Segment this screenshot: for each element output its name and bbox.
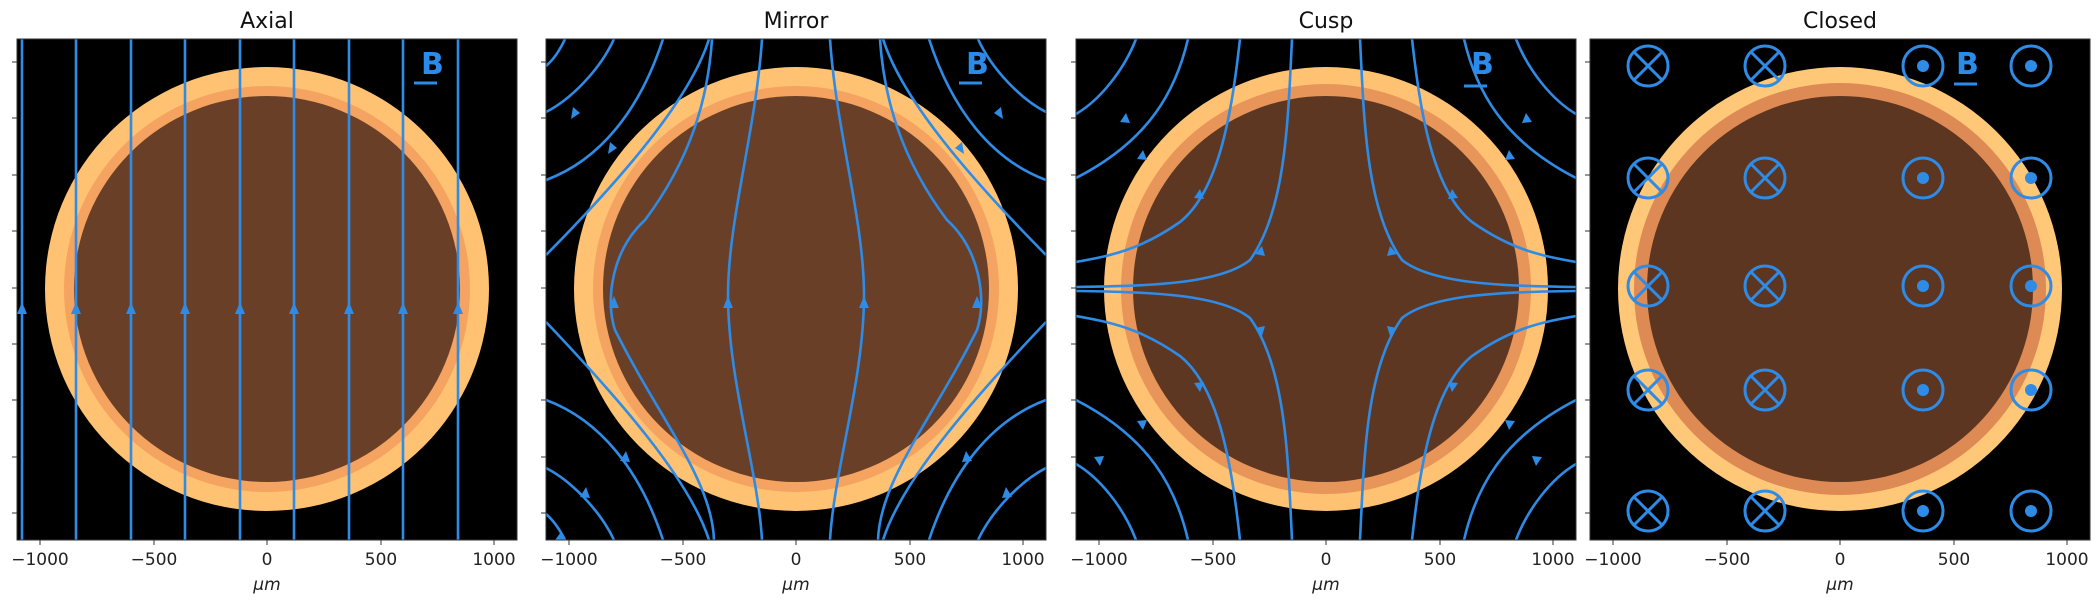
svg-text:−500: −500 bbox=[1704, 550, 1751, 570]
svg-text:1000: 1000 bbox=[1531, 550, 1574, 570]
field-arrows bbox=[1094, 113, 1542, 466]
svg-text:−1000: −1000 bbox=[1584, 550, 1642, 570]
x-axis-label: µm bbox=[1311, 575, 1339, 595]
into-page-icon bbox=[1626, 44, 1670, 88]
y-ticks bbox=[12, 61, 1590, 514]
svg-text:−500: −500 bbox=[660, 550, 707, 570]
field-label-b: B bbox=[1471, 47, 1494, 82]
into-page-icon bbox=[1743, 44, 1787, 88]
svg-text:−1000: −1000 bbox=[540, 550, 598, 570]
into-page-icon bbox=[1743, 489, 1787, 533]
core bbox=[1647, 96, 2033, 482]
into-page-icon bbox=[1743, 264, 1787, 308]
core bbox=[1133, 96, 1519, 482]
panel-title: Axial bbox=[240, 9, 294, 34]
into-page-icon bbox=[1626, 368, 1670, 412]
svg-text:0: 0 bbox=[1321, 550, 1332, 570]
svg-text:1000: 1000 bbox=[2045, 550, 2088, 570]
svg-text:500: 500 bbox=[1424, 550, 1456, 570]
field-label-b: B bbox=[421, 47, 444, 82]
into-page-icon bbox=[1743, 156, 1787, 200]
svg-text:−500: −500 bbox=[1190, 550, 1237, 570]
x-axis-label: µm bbox=[252, 575, 280, 595]
core bbox=[603, 96, 989, 482]
svg-text:0: 0 bbox=[262, 550, 273, 570]
field-lines bbox=[20, 39, 460, 540]
out-of-page-icons bbox=[1901, 44, 2053, 533]
svg-text:0: 0 bbox=[791, 550, 802, 570]
svg-text:−500: −500 bbox=[131, 550, 178, 570]
panel-mirror: Mirror bbox=[545, 9, 1047, 541]
svg-text:1000: 1000 bbox=[472, 550, 515, 570]
into-page-icon bbox=[1626, 156, 1670, 200]
x-axis-label: µm bbox=[1825, 575, 1853, 595]
x-ticks bbox=[39, 540, 2068, 545]
field-label-b: B bbox=[1956, 47, 1979, 82]
core bbox=[74, 96, 460, 482]
panel-title: Mirror bbox=[764, 9, 830, 34]
svg-text:500: 500 bbox=[894, 550, 926, 570]
svg-text:500: 500 bbox=[1938, 550, 1970, 570]
panel-closed: Closed bbox=[1589, 9, 2091, 541]
axes bbox=[12, 61, 2068, 545]
field-lines bbox=[546, 39, 1046, 540]
into-page-icons bbox=[1626, 44, 1787, 533]
svg-text:−1000: −1000 bbox=[11, 550, 69, 570]
svg-text:0: 0 bbox=[1835, 550, 1846, 570]
field-arrows bbox=[555, 107, 1012, 540]
into-page-icon bbox=[1626, 264, 1670, 308]
field-label-b: B bbox=[966, 47, 989, 82]
panel-cusp: Cusp bbox=[1075, 9, 1577, 541]
x-axis-labels: µm µm µm µm bbox=[252, 575, 1853, 595]
x-tick-labels: −1000 −500 0 500 1000 −1000 −500 0 500 1… bbox=[11, 550, 2088, 570]
svg-text:500: 500 bbox=[365, 550, 397, 570]
svg-text:−1000: −1000 bbox=[1070, 550, 1128, 570]
panel-title: Cusp bbox=[1299, 9, 1354, 34]
into-page-icon bbox=[1743, 368, 1787, 412]
panel-title: Closed bbox=[1803, 9, 1877, 34]
into-page-icon bbox=[1626, 489, 1670, 533]
field-lines bbox=[1076, 39, 1576, 540]
svg-text:1000: 1000 bbox=[1001, 550, 1044, 570]
x-axis-label: µm bbox=[781, 575, 809, 595]
panel-axial: Axial B bbox=[16, 9, 518, 541]
field-arrows bbox=[17, 302, 463, 314]
